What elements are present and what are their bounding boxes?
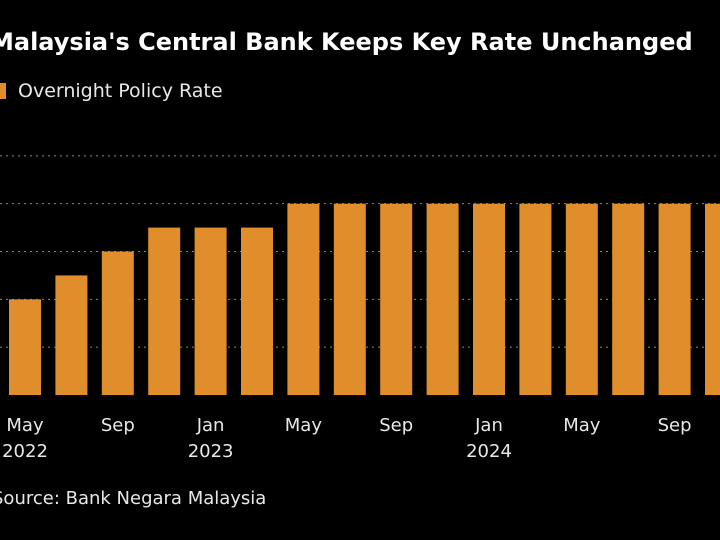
x-tick-label-month: Jan (196, 415, 225, 436)
bar (705, 203, 720, 395)
x-tick-label-year: 2023 (188, 441, 234, 462)
bar (380, 203, 413, 395)
x-tick-label-year: 2022 (2, 441, 48, 462)
bar (55, 275, 88, 395)
x-tick-label-month: May (563, 415, 601, 436)
x-tick-label-month: May (6, 415, 44, 436)
legend-swatch (0, 83, 6, 99)
bar (658, 203, 691, 395)
bar (101, 251, 134, 395)
x-axis: May 2022 Sep Jan 2023 May Sep Jan 2024 May Sep (2, 415, 691, 462)
bar (333, 203, 366, 395)
chart-title: Malaysia's Central Bank Keeps Key Rate U… (0, 28, 693, 56)
x-tick-label-month: May (285, 415, 323, 436)
bar (612, 203, 645, 395)
legend: Overnight Policy Rate (0, 80, 223, 102)
x-tick-label-month: Jan (474, 415, 503, 436)
bar (194, 227, 227, 395)
bar (426, 203, 459, 395)
x-tick-label-month: Sep (101, 415, 135, 436)
bar (519, 203, 552, 395)
bar (9, 299, 41, 395)
source-note: Source: Bank Negara Malaysia (0, 488, 267, 509)
bar (565, 203, 598, 395)
bar (241, 227, 273, 395)
x-tick-label-year: 2024 (466, 441, 512, 462)
bar (473, 203, 505, 395)
bars (9, 203, 720, 395)
bar (148, 227, 181, 395)
x-tick-label-month: Sep (658, 415, 692, 436)
bar (287, 203, 320, 395)
legend-label: Overnight Policy Rate (18, 80, 223, 102)
x-tick-label-month: Sep (379, 415, 413, 436)
bar-chart: May 2022 Sep Jan 2023 May Sep Jan 2024 May Sep (0, 155, 720, 462)
